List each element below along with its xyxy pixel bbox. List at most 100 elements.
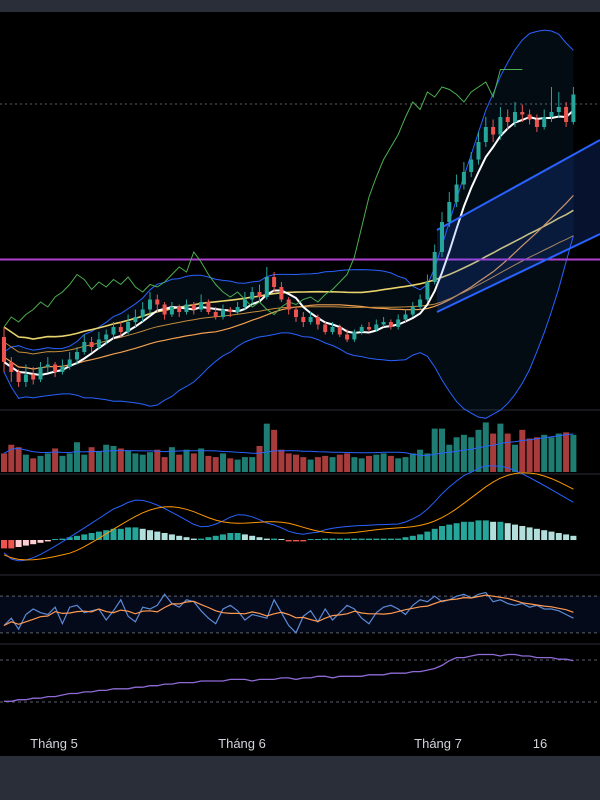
candle-body bbox=[286, 299, 291, 310]
candle-body bbox=[169, 307, 174, 315]
macd-histogram-bar bbox=[88, 533, 95, 540]
candle-body bbox=[323, 324, 328, 332]
macd-line bbox=[3, 465, 574, 562]
volume-bar bbox=[307, 459, 314, 472]
volume-bar bbox=[8, 444, 15, 472]
candle-body bbox=[315, 317, 320, 325]
candle-body bbox=[440, 222, 444, 252]
macd-histogram-bar bbox=[519, 526, 526, 540]
macd-histogram-bar bbox=[132, 527, 139, 540]
macd-histogram-bar bbox=[504, 523, 511, 540]
macd-histogram-bar bbox=[314, 539, 321, 540]
volume-bar bbox=[555, 433, 562, 472]
macd-histogram-bar bbox=[44, 540, 51, 542]
macd-histogram-bar bbox=[198, 538, 205, 540]
volume-bar bbox=[154, 449, 161, 472]
macd-histogram-bar bbox=[139, 528, 146, 540]
volume-bar bbox=[351, 457, 358, 472]
volume-bar bbox=[548, 437, 555, 472]
volume-bar bbox=[373, 454, 380, 472]
x-tick-label: Tháng 5 bbox=[30, 736, 78, 751]
volume-bar bbox=[249, 457, 256, 472]
macd-histogram-bar bbox=[183, 537, 190, 540]
volume-bar bbox=[366, 455, 372, 472]
volume-bar bbox=[439, 428, 445, 472]
volume-bar bbox=[161, 457, 168, 472]
volume-bar bbox=[132, 453, 139, 472]
x-tick-label: Tháng 6 bbox=[218, 736, 266, 751]
candle-body bbox=[126, 322, 131, 332]
candle-body bbox=[279, 287, 284, 300]
chart-area[interactable] bbox=[0, 12, 600, 730]
volume-bar bbox=[395, 458, 402, 472]
candle-body bbox=[345, 334, 350, 340]
macd-histogram-bar bbox=[424, 531, 431, 540]
volume-bar bbox=[482, 422, 489, 472]
volume-bar bbox=[256, 445, 263, 472]
candle-body bbox=[235, 307, 240, 312]
volume-ma bbox=[3, 433, 574, 457]
volume-bar bbox=[570, 434, 577, 472]
macd-histogram-bar bbox=[453, 523, 460, 540]
volume-bar bbox=[314, 457, 321, 472]
volume-bar bbox=[431, 428, 438, 472]
macd-histogram-bar bbox=[512, 524, 518, 540]
macd-histogram-bar bbox=[351, 538, 358, 540]
macd-histogram-bar bbox=[541, 530, 548, 540]
volume-bar bbox=[176, 454, 183, 472]
volume-bar bbox=[541, 434, 548, 472]
macd-histogram-bar bbox=[373, 538, 380, 540]
candle-body bbox=[228, 309, 233, 312]
macd-histogram-bar bbox=[278, 539, 285, 540]
indicator-line bbox=[4, 653, 574, 702]
candle-body bbox=[381, 322, 386, 325]
volume-bar bbox=[460, 434, 467, 472]
candle-body bbox=[294, 309, 298, 317]
candle-body bbox=[410, 307, 415, 315]
macd-histogram-bar bbox=[300, 540, 307, 542]
macd-histogram-bar bbox=[74, 535, 80, 540]
macd-histogram-bar bbox=[417, 534, 424, 540]
macd-histogram-bar bbox=[117, 528, 124, 540]
candle-body bbox=[571, 94, 576, 122]
candle-body bbox=[177, 307, 182, 312]
volume-bar bbox=[278, 449, 285, 472]
macd-histogram-bar bbox=[66, 537, 73, 540]
candle-body bbox=[374, 324, 379, 330]
macd-histogram-bar bbox=[220, 534, 226, 540]
macd-histogram-bar bbox=[110, 528, 117, 540]
macd-histogram-bar bbox=[249, 535, 256, 540]
candle-body bbox=[213, 312, 218, 317]
candle-body bbox=[352, 332, 357, 340]
macd-histogram-bar bbox=[570, 535, 577, 540]
macd-histogram-bar bbox=[8, 540, 15, 549]
volume-bar bbox=[205, 455, 212, 472]
candle-body bbox=[9, 362, 14, 372]
candle-body bbox=[53, 364, 58, 372]
volume-bar bbox=[409, 453, 416, 472]
macd-histogram-bar bbox=[241, 534, 248, 540]
macd-histogram-bar bbox=[490, 521, 497, 540]
chart-canvas[interactable] bbox=[0, 12, 600, 730]
macd-histogram-bar bbox=[322, 538, 329, 540]
macd-histogram-bar bbox=[366, 538, 372, 540]
volume-bar bbox=[30, 458, 37, 472]
candle-body bbox=[89, 342, 94, 347]
time-axis[interactable]: Tháng 5 Tháng 6 Tháng 7 16 bbox=[0, 730, 600, 756]
bottom-toolbar bbox=[0, 756, 600, 800]
macd-histogram-bar bbox=[37, 540, 44, 543]
macd-histogram-bar bbox=[387, 538, 394, 540]
candle-body bbox=[242, 299, 247, 307]
volume-bar bbox=[468, 437, 475, 472]
candle-body bbox=[104, 334, 109, 340]
candle-body bbox=[308, 317, 313, 322]
volume-bar bbox=[74, 442, 80, 472]
candle-body bbox=[60, 367, 65, 372]
volume-bar bbox=[198, 448, 205, 472]
volume-bar bbox=[285, 453, 292, 472]
volume-bar bbox=[497, 423, 504, 472]
candle-body bbox=[111, 327, 116, 335]
volume-bar bbox=[37, 455, 44, 472]
candle-body bbox=[250, 292, 255, 300]
macd-histogram-bar bbox=[402, 537, 409, 540]
